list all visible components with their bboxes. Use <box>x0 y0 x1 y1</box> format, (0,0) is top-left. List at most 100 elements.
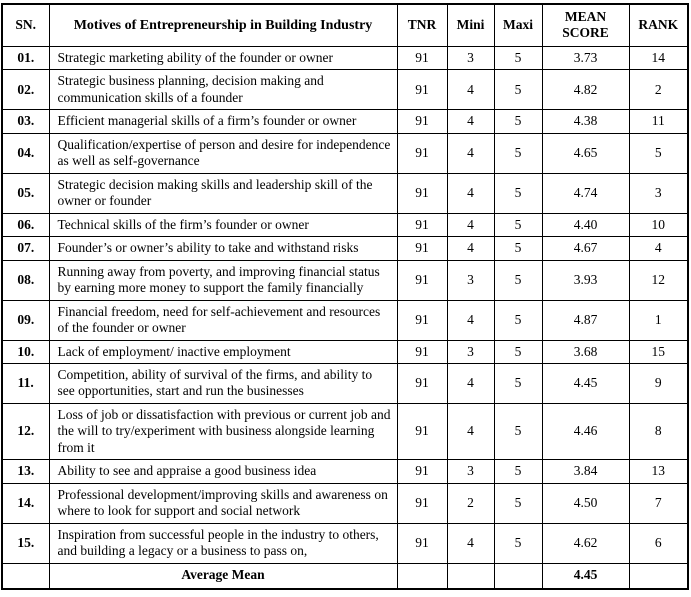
row-rank: 6 <box>628 522 689 564</box>
row-mini: 4 <box>446 299 495 341</box>
header-sn: SN. <box>1 3 50 47</box>
row-rank: 3 <box>628 172 689 214</box>
row-maxi: 5 <box>493 362 543 404</box>
row-motive: Loss of job or dissatisfaction with prev… <box>48 402 398 461</box>
row-maxi: 5 <box>493 109 543 134</box>
row-tnr: 91 <box>396 402 448 461</box>
row-mean-score: 3.93 <box>541 259 630 301</box>
row-maxi: 5 <box>493 339 543 364</box>
table-row: 14. Professional development/improving sk… <box>1 482 689 524</box>
row-mean-score: 4.74 <box>541 172 630 214</box>
row-tnr: 91 <box>396 109 448 134</box>
row-mini: 4 <box>446 69 495 111</box>
table-row: 15. Inspiration from successful people in… <box>1 522 689 564</box>
row-rank: 1 <box>628 299 689 341</box>
row-tnr: 91 <box>396 259 448 301</box>
row-rank: 7 <box>628 482 689 524</box>
row-maxi: 5 <box>493 259 543 301</box>
table-row: 02. Strategic business planning, decision… <box>1 69 689 111</box>
row-motive: Running away from poverty, and improving… <box>48 259 398 301</box>
table-row: 13. Ability to see and appraise a good bu… <box>1 459 689 484</box>
row-maxi: 5 <box>493 172 543 214</box>
table-row: 09. Financial freedom, need for self-achi… <box>1 299 689 341</box>
table-row: 07. Founder’s or owner’s ability to take … <box>1 236 689 261</box>
table-row: 04. Qualification/expertise of person and… <box>1 132 689 174</box>
header-tnr: TNR <box>396 3 448 47</box>
footer-mini-empty <box>446 562 495 590</box>
row-motive: Competition, ability of survival of the … <box>48 362 398 404</box>
row-mean-score: 4.67 <box>541 236 630 261</box>
table-footer: Average Mean 4.45 <box>1 562 689 590</box>
row-mean-score: 3.73 <box>541 45 630 71</box>
header-maxi: Maxi <box>493 3 543 47</box>
row-maxi: 5 <box>493 459 543 484</box>
row-rank: 2 <box>628 69 689 111</box>
row-sn: 10. <box>1 339 50 364</box>
row-maxi: 5 <box>493 45 543 71</box>
row-sn: 13. <box>1 459 50 484</box>
header-row: SN. Motives of Entrepreneurship in Build… <box>1 3 689 47</box>
row-mini: 3 <box>446 259 495 301</box>
row-sn: 12. <box>1 402 50 461</box>
row-mini: 4 <box>446 109 495 134</box>
row-motive: Strategic marketing ability of the found… <box>48 45 398 71</box>
row-mini: 3 <box>446 45 495 71</box>
row-mini: 4 <box>446 212 495 238</box>
table-row: 03. Efficient managerial skills of a firm… <box>1 109 689 134</box>
row-mean-score: 4.50 <box>541 482 630 524</box>
row-sn: 05. <box>1 172 50 214</box>
row-mean-score: 4.45 <box>541 362 630 404</box>
row-mini: 4 <box>446 172 495 214</box>
row-mean-score: 3.68 <box>541 339 630 364</box>
row-mini: 3 <box>446 459 495 484</box>
row-mean-score: 4.82 <box>541 69 630 111</box>
row-mean-score: 3.84 <box>541 459 630 484</box>
row-tnr: 91 <box>396 212 448 238</box>
footer-sn-empty <box>1 562 50 590</box>
footer-tnr-empty <box>396 562 448 590</box>
row-maxi: 5 <box>493 132 543 174</box>
row-rank: 15 <box>628 339 689 364</box>
footer-maxi-empty <box>493 562 543 590</box>
row-rank: 9 <box>628 362 689 404</box>
row-sn: 07. <box>1 236 50 261</box>
table-row: 10. Lack of employment/ inactive employme… <box>1 339 689 364</box>
row-motive: Inspiration from successful people in th… <box>48 522 398 564</box>
row-sn: 02. <box>1 69 50 111</box>
row-tnr: 91 <box>396 459 448 484</box>
row-maxi: 5 <box>493 299 543 341</box>
row-tnr: 91 <box>396 172 448 214</box>
row-mini: 4 <box>446 236 495 261</box>
average-mean-row: Average Mean 4.45 <box>1 562 689 590</box>
row-mean-score: 4.87 <box>541 299 630 341</box>
row-motive: Lack of employment/ inactive employment <box>48 339 398 364</box>
row-mini: 4 <box>446 402 495 461</box>
table-row: 11. Competition, ability of survival of t… <box>1 362 689 404</box>
table-row: 12. Loss of job or dissatisfaction with p… <box>1 402 689 461</box>
row-sn: 11. <box>1 362 50 404</box>
row-mini: 3 <box>446 339 495 364</box>
table-body: 01. Strategic marketing ability of the fo… <box>1 45 689 564</box>
row-tnr: 91 <box>396 482 448 524</box>
row-sn: 06. <box>1 212 50 238</box>
footer-average-mean-value: 4.45 <box>541 562 630 590</box>
row-sn: 01. <box>1 45 50 71</box>
header-motive: Motives of Entrepreneurship in Building … <box>48 3 398 47</box>
row-motive: Strategic decision making skills and lea… <box>48 172 398 214</box>
footer-rank-empty <box>628 562 689 590</box>
row-motive: Technical skills of the firm’s founder o… <box>48 212 398 238</box>
row-mini: 4 <box>446 522 495 564</box>
row-sn: 14. <box>1 482 50 524</box>
row-rank: 5 <box>628 132 689 174</box>
header-mini: Mini <box>446 3 495 47</box>
row-tnr: 91 <box>396 69 448 111</box>
row-mini: 2 <box>446 482 495 524</box>
row-mean-score: 4.62 <box>541 522 630 564</box>
row-motive: Founder’s or owner’s ability to take and… <box>48 236 398 261</box>
row-rank: 4 <box>628 236 689 261</box>
row-motive: Financial freedom, need for self-achieve… <box>48 299 398 341</box>
row-maxi: 5 <box>493 236 543 261</box>
row-maxi: 5 <box>493 212 543 238</box>
row-mini: 4 <box>446 132 495 174</box>
